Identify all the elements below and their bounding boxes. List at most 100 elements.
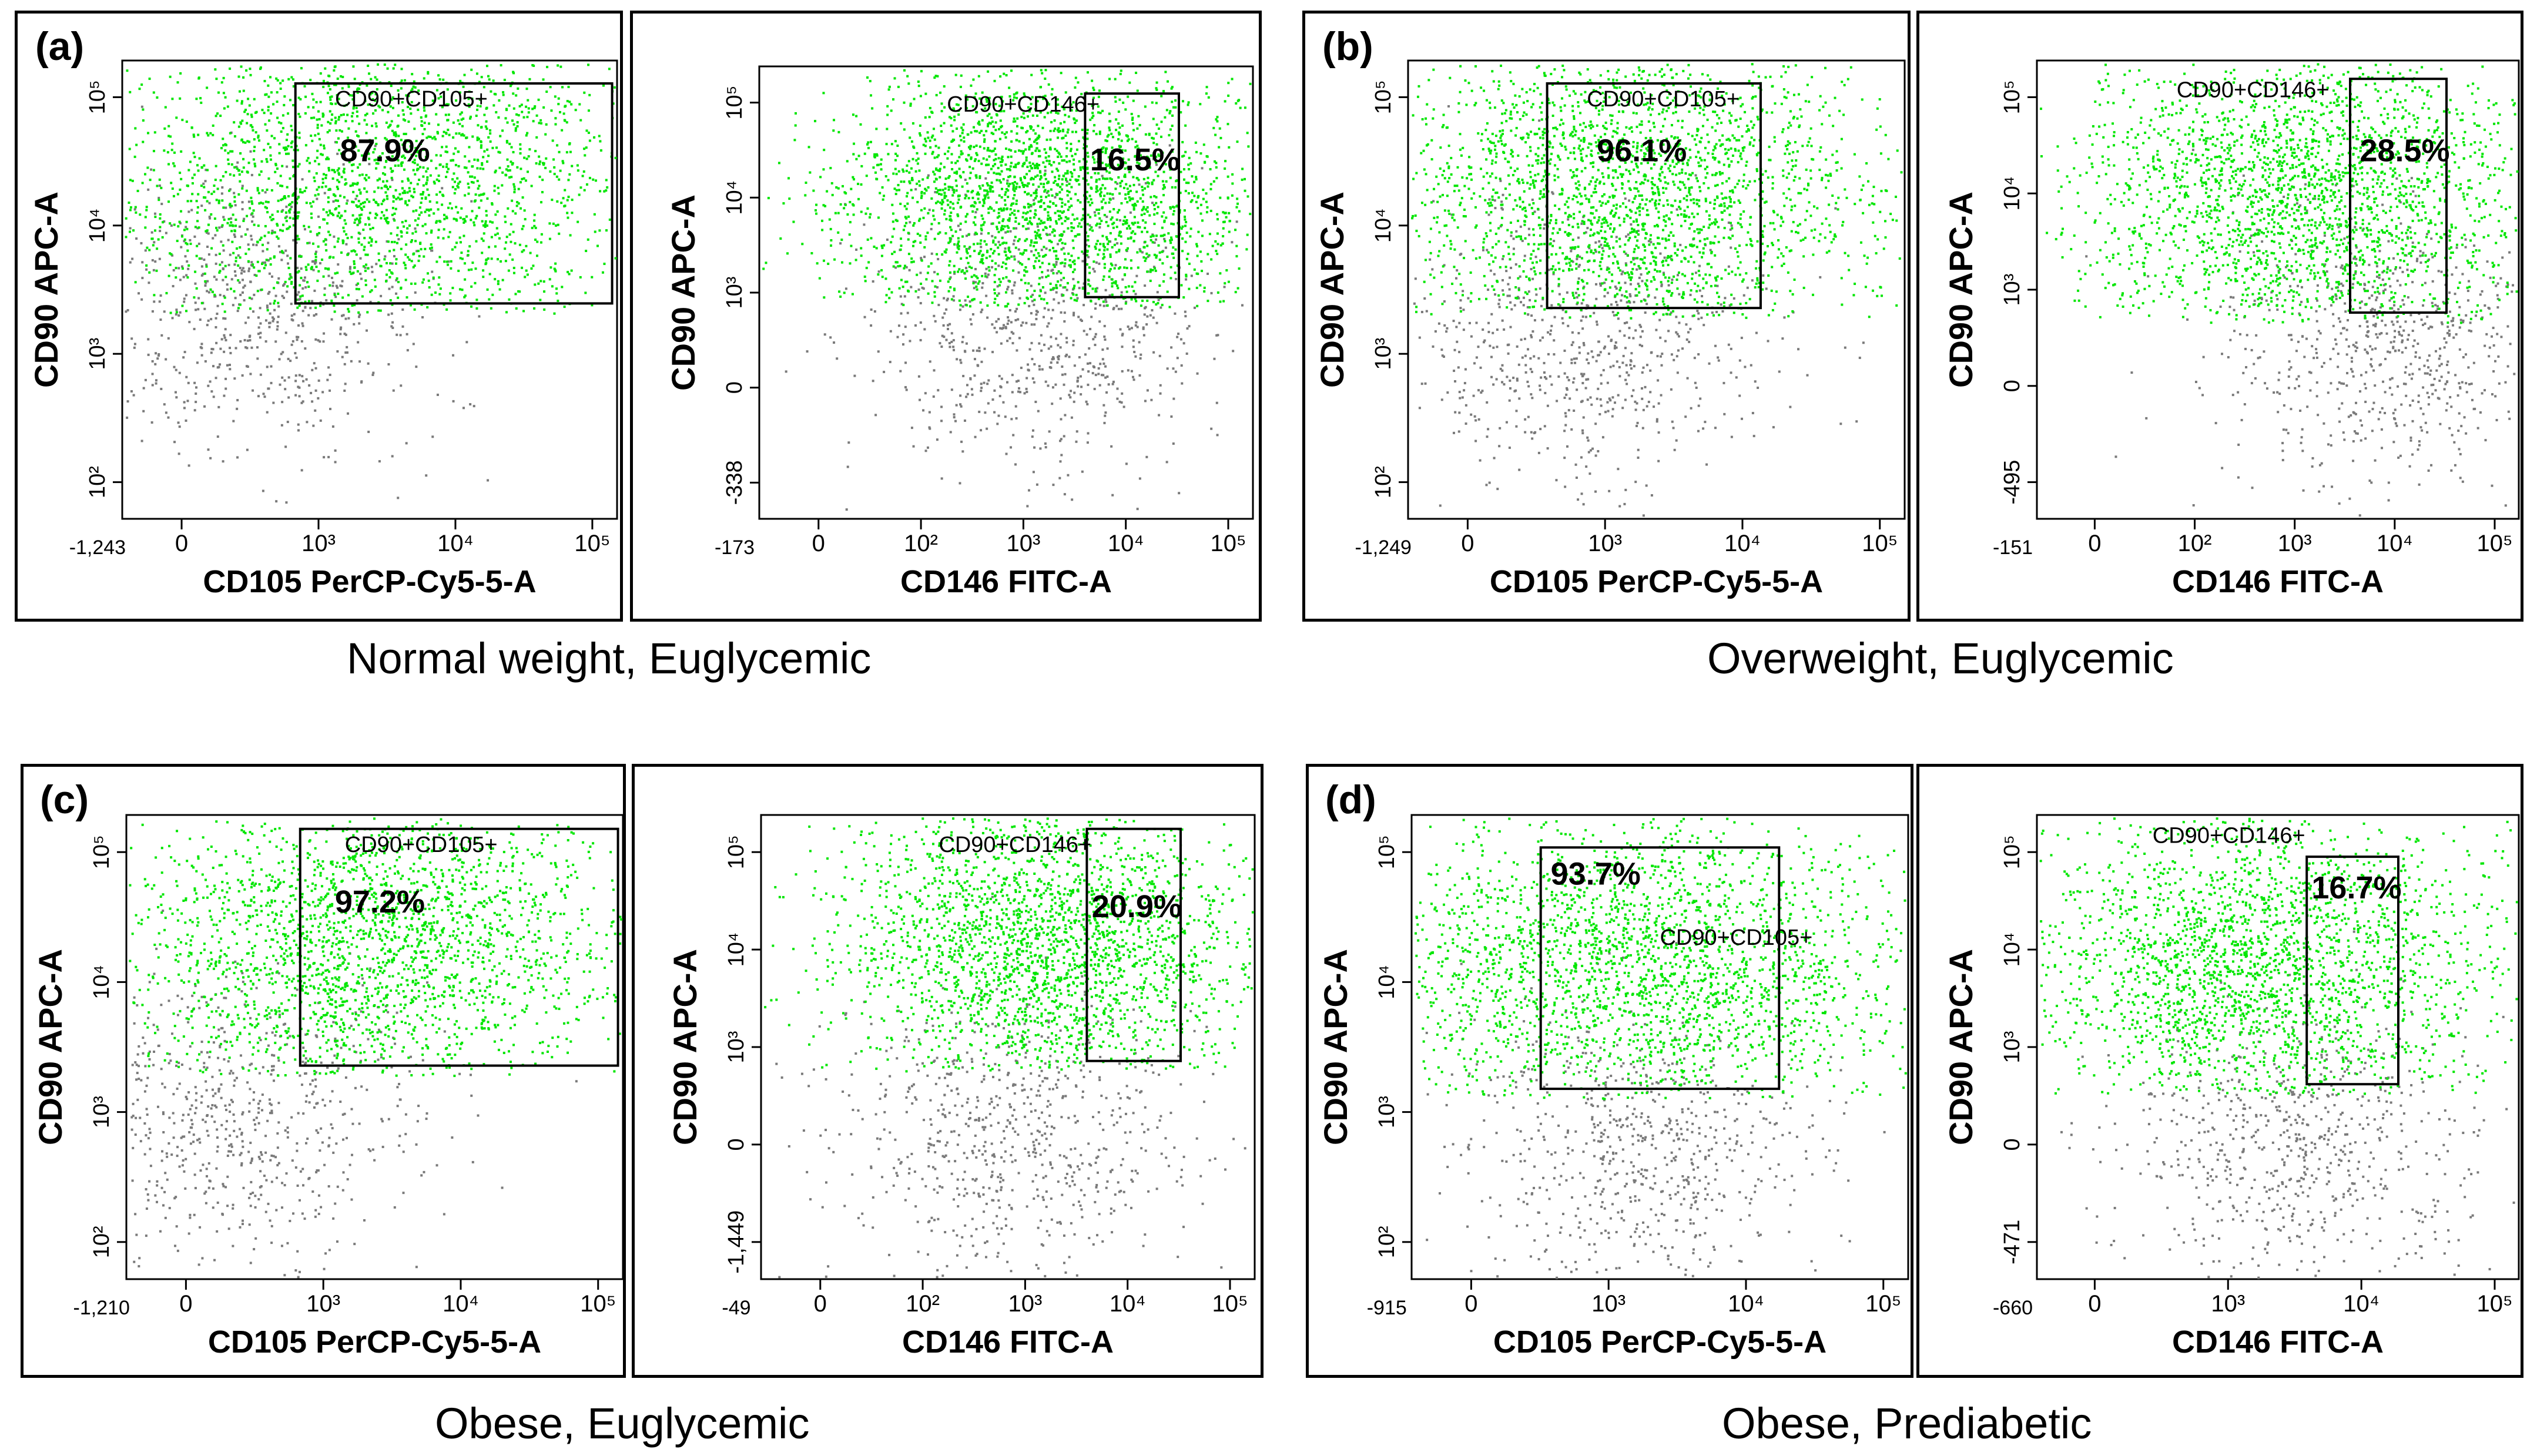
event-dot	[152, 244, 155, 247]
event-dot	[1025, 377, 1028, 380]
event-dot	[1105, 391, 1108, 394]
event-dot	[224, 317, 227, 320]
event-dot	[1005, 241, 1008, 244]
event-dot	[491, 203, 494, 206]
event-dot	[154, 216, 157, 219]
event-dot	[357, 241, 360, 244]
event-dot	[364, 99, 367, 102]
event-dot	[1014, 150, 1017, 153]
event-dot	[924, 449, 927, 452]
event-dot	[937, 304, 940, 307]
event-dot	[1093, 124, 1096, 127]
event-dot	[1160, 95, 1163, 98]
event-dot	[250, 264, 253, 267]
event-dot	[1045, 302, 1048, 305]
event-dot	[370, 266, 373, 269]
event-dot	[1162, 280, 1165, 283]
event-dot	[1118, 192, 1121, 195]
event-dot	[950, 332, 953, 335]
event-dot	[987, 125, 990, 128]
event-dot	[423, 106, 425, 109]
event-dot	[1070, 416, 1073, 419]
event-dot	[490, 257, 493, 260]
event-dot	[314, 259, 317, 261]
event-dot	[230, 217, 233, 220]
event-dot	[215, 278, 218, 281]
event-dot	[920, 209, 923, 212]
event-dot	[1097, 172, 1100, 175]
event-dot	[443, 228, 445, 231]
event-dot	[297, 215, 300, 218]
event-dot	[148, 281, 150, 284]
event-dot	[464, 220, 467, 223]
event-dot	[561, 86, 564, 89]
event-dot	[980, 232, 983, 235]
event-dot	[1103, 421, 1106, 424]
event-dot	[517, 114, 520, 117]
event-dot	[1098, 208, 1101, 211]
event-dot	[343, 363, 346, 365]
event-dot	[1162, 273, 1165, 276]
event-dot	[285, 215, 288, 218]
event-dot	[460, 118, 463, 121]
event-dot	[1183, 209, 1186, 212]
event-dot	[368, 139, 371, 142]
event-dot	[837, 231, 840, 234]
event-dot	[263, 112, 266, 115]
event-dot	[1103, 194, 1106, 197]
event-dot	[390, 120, 393, 123]
event-dot	[959, 482, 961, 485]
event-dot	[273, 300, 276, 303]
event-dot	[1118, 145, 1121, 147]
event-dot	[358, 316, 361, 318]
event-dot	[167, 135, 170, 137]
event-dot	[370, 289, 373, 292]
event-dot	[1111, 223, 1114, 226]
event-dot	[1102, 244, 1105, 247]
event-dot	[218, 226, 221, 229]
event-dot	[554, 269, 557, 271]
event-dot	[525, 244, 528, 247]
event-dot	[508, 233, 511, 236]
event-dot	[1020, 279, 1023, 281]
event-dot	[558, 232, 561, 235]
event-dot	[1138, 123, 1141, 126]
event-dot	[522, 177, 525, 180]
event-dot	[1020, 179, 1023, 182]
event-dot	[397, 125, 400, 128]
event-dot	[1032, 183, 1035, 186]
event-dot	[327, 200, 330, 203]
event-dot	[271, 229, 274, 232]
event-dot	[1171, 86, 1174, 89]
event-dot	[998, 243, 1001, 246]
event-dot	[329, 187, 331, 190]
event-dot	[420, 303, 423, 306]
event-dot	[1044, 169, 1047, 172]
event-dot	[1008, 86, 1011, 89]
event-dot	[608, 68, 611, 71]
event-dot	[1027, 206, 1030, 209]
event-dot	[1216, 218, 1219, 221]
event-dot	[334, 83, 337, 86]
event-dot	[1110, 178, 1113, 181]
event-dot	[434, 291, 437, 294]
event-dot	[814, 209, 817, 212]
event-dot	[964, 178, 967, 181]
event-dot	[169, 263, 172, 266]
event-dot	[236, 99, 239, 102]
event-dot	[940, 477, 943, 480]
event-dot	[345, 182, 348, 185]
event-dot	[1118, 133, 1121, 136]
event-dot	[1152, 234, 1155, 237]
event-dot	[1121, 149, 1124, 152]
event-dot	[426, 188, 429, 191]
event-dot	[187, 464, 190, 467]
event-dot	[1077, 377, 1080, 380]
event-dot	[401, 221, 404, 224]
event-dot	[377, 259, 380, 261]
event-dot	[910, 286, 913, 288]
event-dot	[912, 445, 915, 448]
event-dot	[286, 421, 289, 424]
event-dot	[976, 208, 978, 211]
event-dot	[290, 280, 293, 283]
